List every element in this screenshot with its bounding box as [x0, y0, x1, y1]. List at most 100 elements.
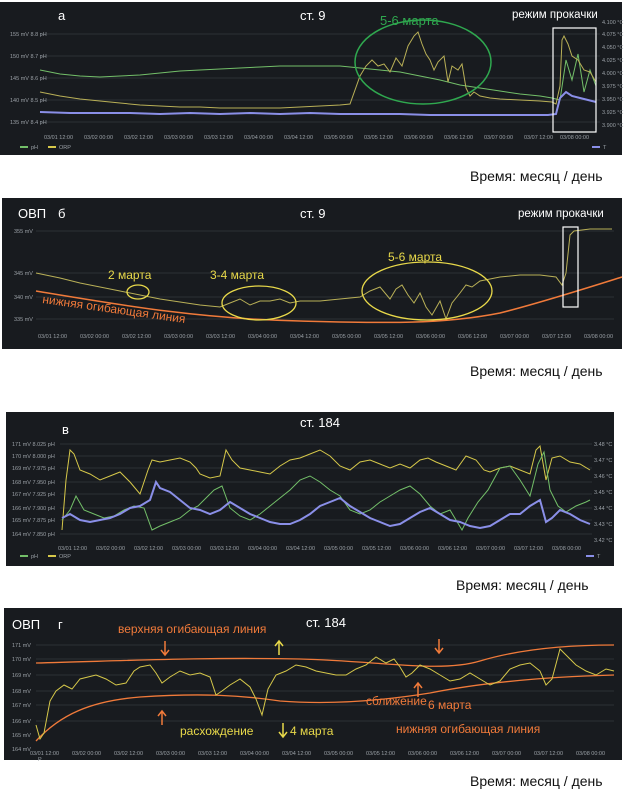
y-tick: 164 mV 7.850 pH	[12, 532, 55, 538]
y-tick-right: 3.46 °C	[594, 474, 612, 480]
x-tick: 03/03 12:00	[198, 751, 227, 757]
series-ph-line-2	[559, 53, 597, 101]
y-tick: 345 mV	[14, 271, 33, 277]
series-ph-line	[61, 450, 591, 532]
x-tick: 03/06 00:00	[416, 334, 445, 340]
panel-c-legend: pH ORP T	[20, 554, 601, 560]
x-tick: 03/04 12:00	[290, 334, 319, 340]
x-tick: 03/03 00:00	[164, 135, 193, 141]
annotation-6-march: 6 марта	[428, 698, 472, 712]
x-tick: 03/04 12:00	[286, 546, 315, 552]
y-tick: 167 mV	[12, 703, 31, 709]
legend-ph-swatch	[20, 146, 28, 148]
legend-t: T	[597, 554, 601, 560]
x-tick: 03/04 00:00	[244, 135, 273, 141]
station-label: ст. 9	[300, 8, 325, 23]
x-tick: 03/04 00:00	[248, 546, 277, 552]
x-tick: 03/02 00:00	[80, 334, 109, 340]
upper-envelope-line	[35, 644, 615, 667]
x-tick: 03/02 12:00	[124, 135, 153, 141]
legend-t-swatch	[592, 146, 600, 148]
series-orp-line	[39, 31, 597, 109]
y-tick: 135 mV 8.4 pH	[10, 120, 47, 126]
legend-t: T	[603, 145, 607, 151]
x-tick: 03/07 12:00	[542, 334, 571, 340]
y-tick: 340 mV	[14, 295, 33, 301]
annotation-convergence: сближение	[366, 694, 427, 708]
arrows	[157, 639, 444, 739]
panel-c-yticks-right: 3.48 °C 3.47 °C 3.46 °C 3.45 °C 3.44 °C …	[594, 442, 612, 544]
lower-envelope-line	[35, 674, 615, 742]
panel-c: 171 mV 8.025 pH 170 mV 8.000 pH 169 mV 7…	[6, 412, 614, 566]
panel-prefix: ОВП	[18, 206, 46, 221]
x-tick: 03/05 12:00	[374, 334, 403, 340]
series-orp-line	[35, 228, 612, 321]
panel-a-xticks: 03/01 12:00 03/02 00:00 03/02 12:00 03/0…	[44, 135, 589, 141]
legend-orp: ORP	[59, 145, 71, 151]
arrow-lower-up-1	[157, 709, 167, 725]
x-tick: 03/07 12:00	[534, 751, 563, 757]
x-tick: 03/04 12:00	[284, 135, 313, 141]
y-tick: 169 mV 7.975 pH	[12, 466, 55, 472]
x-tick: 03/02 00:00	[84, 135, 113, 141]
panel-a-yticks: 155 mV 8.8 pH 150 mV 8.7 pH 145 mV 8.6 p…	[10, 32, 47, 126]
series-t-line	[61, 479, 591, 530]
x-tick: 03/06 12:00	[438, 546, 467, 552]
panel-letter: а	[58, 8, 66, 23]
x-tick: 03/06 00:00	[408, 751, 437, 757]
caption-d: Время: месяц / день	[470, 773, 603, 789]
y-tick-right: 3.44 °C	[594, 506, 612, 512]
x-tick: 03/05 12:00	[366, 751, 395, 757]
panel-a: 03/01 12:00 03/02 00:00 03/02 12:00 03/0…	[0, 2, 623, 155]
panel-d-xticks: 03/01 12:00 03/02 00:00 03/02 12:00 03/0…	[30, 751, 605, 757]
x-tick: 03/03 12:00	[210, 546, 239, 552]
y-tick: 169 mV	[12, 673, 31, 679]
x-tick: 03/01 12:00	[44, 135, 73, 141]
legend-orp: ORP	[59, 554, 71, 560]
y-tick: 166 mV	[12, 719, 31, 725]
station-label: ст. 184	[306, 615, 346, 630]
y-tick: 170 mV	[12, 657, 31, 663]
legend-t-swatch	[586, 555, 594, 557]
y-tick: 168 mV 7.950 pH	[12, 480, 55, 486]
x-tick: 03/06 12:00	[444, 135, 473, 141]
x-tick: 03/03 00:00	[164, 334, 193, 340]
y-tick-right: 3.950 °C	[602, 97, 623, 103]
x-tick: 03/07 12:00	[514, 546, 543, 552]
legend-p: P	[38, 757, 42, 763]
y-tick-right: 3.42 °C	[594, 538, 612, 544]
panel-d-yticks: 171 mV 170 mV 169 mV 168 mV 167 mV 166 m…	[12, 643, 31, 753]
y-tick: 150 mV 8.7 pH	[10, 54, 47, 60]
y-tick-right: 3.45 °C	[594, 490, 612, 496]
panel-b-yticks: 355 mV 345 mV 340 mV 335 mV	[14, 229, 33, 323]
x-tick: 03/08 00:00	[576, 751, 605, 757]
annotation-lower-envelope: нижняя огибающая линия	[396, 722, 540, 736]
panel-c-yticks: 171 mV 8.025 pH 170 mV 8.000 pH 169 mV 7…	[12, 442, 55, 538]
x-tick: 03/06 12:00	[458, 334, 487, 340]
y-tick: 171 mV	[12, 643, 31, 649]
x-tick: 03/08 00:00	[584, 334, 613, 340]
x-tick: 03/07 00:00	[500, 334, 529, 340]
x-tick: 03/04 00:00	[240, 751, 269, 757]
y-tick-right: 3.47 °C	[594, 458, 612, 464]
y-tick: 166 mV 7.900 pH	[12, 506, 55, 512]
x-tick: 03/07 00:00	[492, 751, 521, 757]
legend-orp-swatch	[48, 146, 56, 148]
x-tick: 03/02 12:00	[122, 334, 151, 340]
annotation-5-6-march: 5-6 марта	[388, 250, 442, 264]
mode-box	[552, 27, 597, 133]
y-tick-right: 4.025 °C	[602, 58, 623, 64]
panel-c-xticks: 03/01 12:00 03/02 00:00 03/02 12:00 03/0…	[58, 546, 581, 552]
x-tick: 03/03 12:00	[204, 135, 233, 141]
x-tick: 03/06 00:00	[400, 546, 429, 552]
y-tick: 170 mV 8.000 pH	[12, 454, 55, 460]
lower-envelope-line	[35, 276, 623, 324]
x-tick: 03/06 00:00	[404, 135, 433, 141]
annotation-upper-envelope: верхняя огибающая линия	[118, 622, 266, 636]
x-tick: 03/05 12:00	[364, 135, 393, 141]
legend-orp-swatch	[48, 555, 56, 557]
x-tick: 03/05 00:00	[324, 751, 353, 757]
y-tick: 164 mV	[12, 747, 31, 753]
panel-d: 171 mV 170 mV 169 mV 168 mV 167 mV 166 m…	[4, 608, 622, 763]
x-tick: 03/04 12:00	[282, 751, 311, 757]
